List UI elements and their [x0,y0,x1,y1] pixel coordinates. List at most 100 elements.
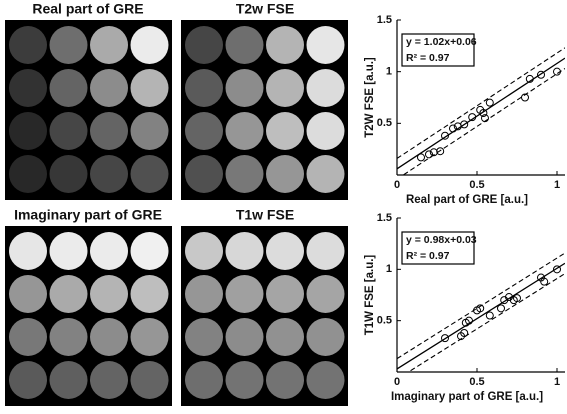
data-point [485,311,494,320]
phantom-vial [130,318,169,356]
x-tick-label: 0 [394,179,400,191]
data-point [436,147,445,156]
phantom-vial [130,232,169,270]
y-tick-label: 1.5 [377,14,392,26]
phantom-vial [130,26,169,64]
phantom-vial [306,275,345,313]
x-axis-label: Real part of GRE [a.u.] [406,194,528,206]
band-line [397,47,565,159]
annotation: y = 1.02x+0.06 [406,36,477,48]
phantom-vial [225,361,264,399]
phantom-vial [225,232,264,270]
data-point [468,113,477,122]
phantom-vial [130,361,169,399]
data-point [540,277,549,286]
phantom-vial [130,275,169,313]
phantom-vial [306,155,345,193]
phantom-vial [185,26,223,64]
data-point [476,304,485,313]
phantom-vial [266,361,304,399]
band-line [407,273,565,372]
phantom-vial [49,232,88,270]
y-tick-label: 1 [386,263,392,275]
data-point [521,93,529,102]
phantom-vial [225,26,264,64]
panel-title: Imaginary part of GRE [14,207,162,223]
phantom-vial [225,112,264,150]
phantom-vial [266,155,304,193]
annotation: R² = 0.97 [406,52,450,64]
phantom-vial [306,318,345,356]
phantom-vial [185,69,223,107]
phantom-vial [185,275,223,313]
phantom-vial [130,112,169,150]
phantom-vial [266,112,304,150]
phantom-vial [90,112,128,150]
x-tick-label: 1 [554,179,560,191]
panel-title: T2w FSE [236,1,294,17]
phantom-vial [225,318,264,356]
data-point [417,153,425,162]
phantom-vial [49,361,88,399]
y-axis-label: T2W FSE [a.u.] [364,57,376,138]
band-line [397,252,565,360]
phantom-vial [185,155,223,193]
y-tick-label: 0.5 [377,315,392,327]
phantom-vial [306,69,345,107]
phantom-vial [266,275,304,313]
phantom-vial [9,361,47,399]
annotation: R² = 0.97 [406,250,450,262]
phantom-vial [49,69,88,107]
phantom-vial [185,232,223,270]
phantom-vial [49,112,88,150]
phantom-vial [225,69,264,107]
data-point [553,67,561,76]
annotation: y = 0.98x+0.03 [406,234,477,246]
phantom-vial [225,275,264,313]
phantom-vial [90,361,128,399]
x-tick-label: 1 [554,376,560,388]
data-point [481,114,489,123]
phantom-vial [9,112,47,150]
phantom-vial [266,26,304,64]
phantom-vial [90,232,128,270]
phantom-vial [130,155,169,193]
panel-title: T1w FSE [236,207,294,223]
phantom-vial [306,232,345,270]
phantom-vial [9,69,47,107]
phantom-vial [266,232,304,270]
phantom-vial [9,318,47,356]
fit-line [397,262,565,370]
phantom-vial [90,155,128,193]
phantom-vial [185,112,223,150]
x-tick-label: 0 [394,376,400,388]
phantom-vial [9,232,47,270]
data-point [449,124,457,133]
x-tick-label: 0.5 [469,179,484,191]
phantom-vial [185,361,223,399]
y-tick-label: 1.5 [377,212,392,224]
data-point [485,98,494,107]
phantom-vial [49,155,88,193]
phantom-vial [9,26,47,64]
data-point [441,334,449,343]
phantom-vial [130,69,169,107]
data-point [525,74,534,83]
phantom-vial [9,155,47,193]
phantom-vial [306,361,345,399]
band-line [402,68,565,175]
phantom-vial [9,275,47,313]
y-tick-label: 0.5 [377,117,392,129]
data-point [441,131,449,140]
phantom-vial [266,318,304,356]
phantom-vial [49,275,88,313]
phantom-vial [225,155,264,193]
y-tick-label: 1 [386,66,392,78]
phantom-vial [306,112,345,150]
phantom-vial [90,69,128,107]
annotation-box [401,33,475,67]
x-axis-label: Imaginary part of GRE [a.u.] [391,391,543,403]
y-axis-label: T1W FSE [a.u.] [364,255,376,336]
panel-title: Real part of GRE [32,1,143,17]
data-point [513,294,521,303]
